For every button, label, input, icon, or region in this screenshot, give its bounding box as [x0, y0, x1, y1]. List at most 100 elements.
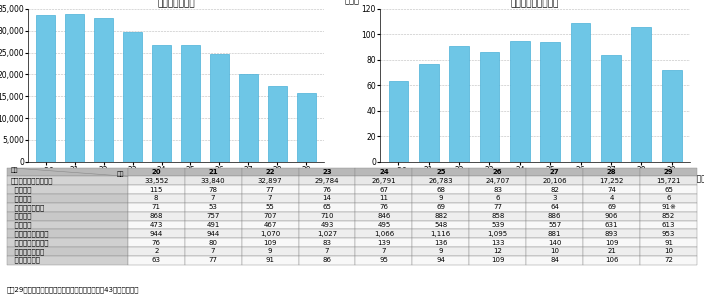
FancyBboxPatch shape [298, 256, 356, 265]
Text: 953: 953 [662, 231, 675, 237]
Text: 33,552: 33,552 [144, 178, 168, 184]
FancyBboxPatch shape [184, 168, 241, 176]
Bar [181, 45, 200, 162]
FancyBboxPatch shape [413, 229, 470, 238]
FancyBboxPatch shape [356, 203, 413, 212]
Text: 80: 80 [208, 240, 218, 245]
Bar [449, 46, 469, 162]
FancyBboxPatch shape [241, 229, 298, 238]
FancyBboxPatch shape [526, 194, 583, 203]
FancyBboxPatch shape [583, 212, 640, 220]
Bar [123, 31, 142, 162]
Bar [419, 64, 439, 162]
Text: 24,707: 24,707 [486, 178, 510, 184]
FancyBboxPatch shape [298, 203, 356, 212]
Text: 539: 539 [491, 222, 505, 228]
FancyBboxPatch shape [128, 256, 184, 265]
FancyBboxPatch shape [356, 185, 413, 194]
Text: 注：29年中の強姦を除く強制性交等の認知件数は43件であった。: 注：29年中の強姦を除く強制性交等の認知件数は43件であった。 [7, 286, 139, 293]
Text: うち強制性交等: うち強制性交等 [11, 204, 45, 211]
Text: 14: 14 [322, 196, 332, 201]
Text: 11: 11 [379, 196, 389, 201]
FancyBboxPatch shape [526, 176, 583, 185]
FancyBboxPatch shape [7, 203, 128, 212]
FancyBboxPatch shape [184, 212, 241, 220]
FancyBboxPatch shape [298, 185, 356, 194]
FancyBboxPatch shape [356, 220, 413, 229]
FancyBboxPatch shape [184, 256, 241, 265]
FancyBboxPatch shape [583, 203, 640, 212]
FancyBboxPatch shape [241, 256, 298, 265]
FancyBboxPatch shape [356, 212, 413, 220]
Text: 9: 9 [439, 196, 443, 201]
Text: 495: 495 [377, 222, 391, 228]
Text: 109: 109 [491, 257, 505, 263]
FancyBboxPatch shape [356, 238, 413, 247]
Text: 28: 28 [607, 169, 617, 175]
FancyBboxPatch shape [7, 229, 128, 238]
FancyBboxPatch shape [470, 212, 526, 220]
FancyBboxPatch shape [583, 176, 640, 185]
Text: うち略取誘拁: うち略取誘拁 [11, 257, 41, 263]
Text: 21: 21 [607, 248, 616, 254]
FancyBboxPatch shape [583, 168, 640, 176]
Text: 86: 86 [322, 257, 332, 263]
FancyBboxPatch shape [640, 194, 697, 203]
Text: 77: 77 [494, 204, 502, 210]
Text: 852: 852 [662, 213, 675, 219]
Text: 33,840: 33,840 [201, 178, 225, 184]
Text: 139: 139 [377, 240, 391, 245]
FancyBboxPatch shape [241, 212, 298, 220]
Text: 22: 22 [265, 169, 275, 175]
FancyBboxPatch shape [583, 220, 640, 229]
Text: 106: 106 [605, 257, 618, 263]
Text: 69: 69 [607, 204, 616, 210]
Text: 2: 2 [154, 248, 158, 254]
Text: 27: 27 [550, 169, 560, 175]
FancyBboxPatch shape [413, 256, 470, 265]
Text: 868: 868 [149, 213, 163, 219]
Text: 83: 83 [322, 240, 332, 245]
Text: 467: 467 [263, 222, 277, 228]
Bar [65, 14, 84, 162]
Text: 10: 10 [550, 248, 559, 254]
Text: 32,897: 32,897 [258, 178, 282, 184]
Text: うち強盗: うち強盗 [11, 195, 32, 202]
FancyBboxPatch shape [128, 238, 184, 247]
FancyBboxPatch shape [640, 229, 697, 238]
FancyBboxPatch shape [470, 185, 526, 194]
Text: 20,106: 20,106 [542, 178, 567, 184]
Text: 55: 55 [265, 204, 275, 210]
FancyBboxPatch shape [241, 203, 298, 212]
Text: 9: 9 [439, 248, 443, 254]
Text: 23: 23 [322, 169, 332, 175]
Text: 子供の被害件数（件）: 子供の被害件数（件） [11, 178, 53, 184]
Text: 710: 710 [320, 213, 334, 219]
Bar [210, 54, 229, 162]
Text: 78: 78 [208, 187, 218, 193]
FancyBboxPatch shape [413, 176, 470, 185]
FancyBboxPatch shape [241, 194, 298, 203]
Text: 69: 69 [436, 204, 446, 210]
FancyBboxPatch shape [413, 238, 470, 247]
FancyBboxPatch shape [7, 212, 128, 220]
FancyBboxPatch shape [526, 203, 583, 212]
FancyBboxPatch shape [7, 185, 128, 194]
Text: 707: 707 [263, 213, 277, 219]
FancyBboxPatch shape [583, 238, 640, 247]
FancyBboxPatch shape [184, 220, 241, 229]
Bar [662, 70, 681, 162]
Text: 133: 133 [491, 240, 505, 245]
Text: 1,070: 1,070 [260, 231, 280, 237]
Text: 7: 7 [382, 248, 386, 254]
Text: 26,783: 26,783 [429, 178, 453, 184]
FancyBboxPatch shape [470, 238, 526, 247]
Text: 26: 26 [493, 169, 503, 175]
FancyBboxPatch shape [640, 176, 697, 185]
FancyBboxPatch shape [298, 238, 356, 247]
Text: 25: 25 [436, 169, 446, 175]
FancyBboxPatch shape [128, 220, 184, 229]
Text: 21: 21 [208, 169, 218, 175]
FancyBboxPatch shape [184, 185, 241, 194]
FancyBboxPatch shape [241, 185, 298, 194]
